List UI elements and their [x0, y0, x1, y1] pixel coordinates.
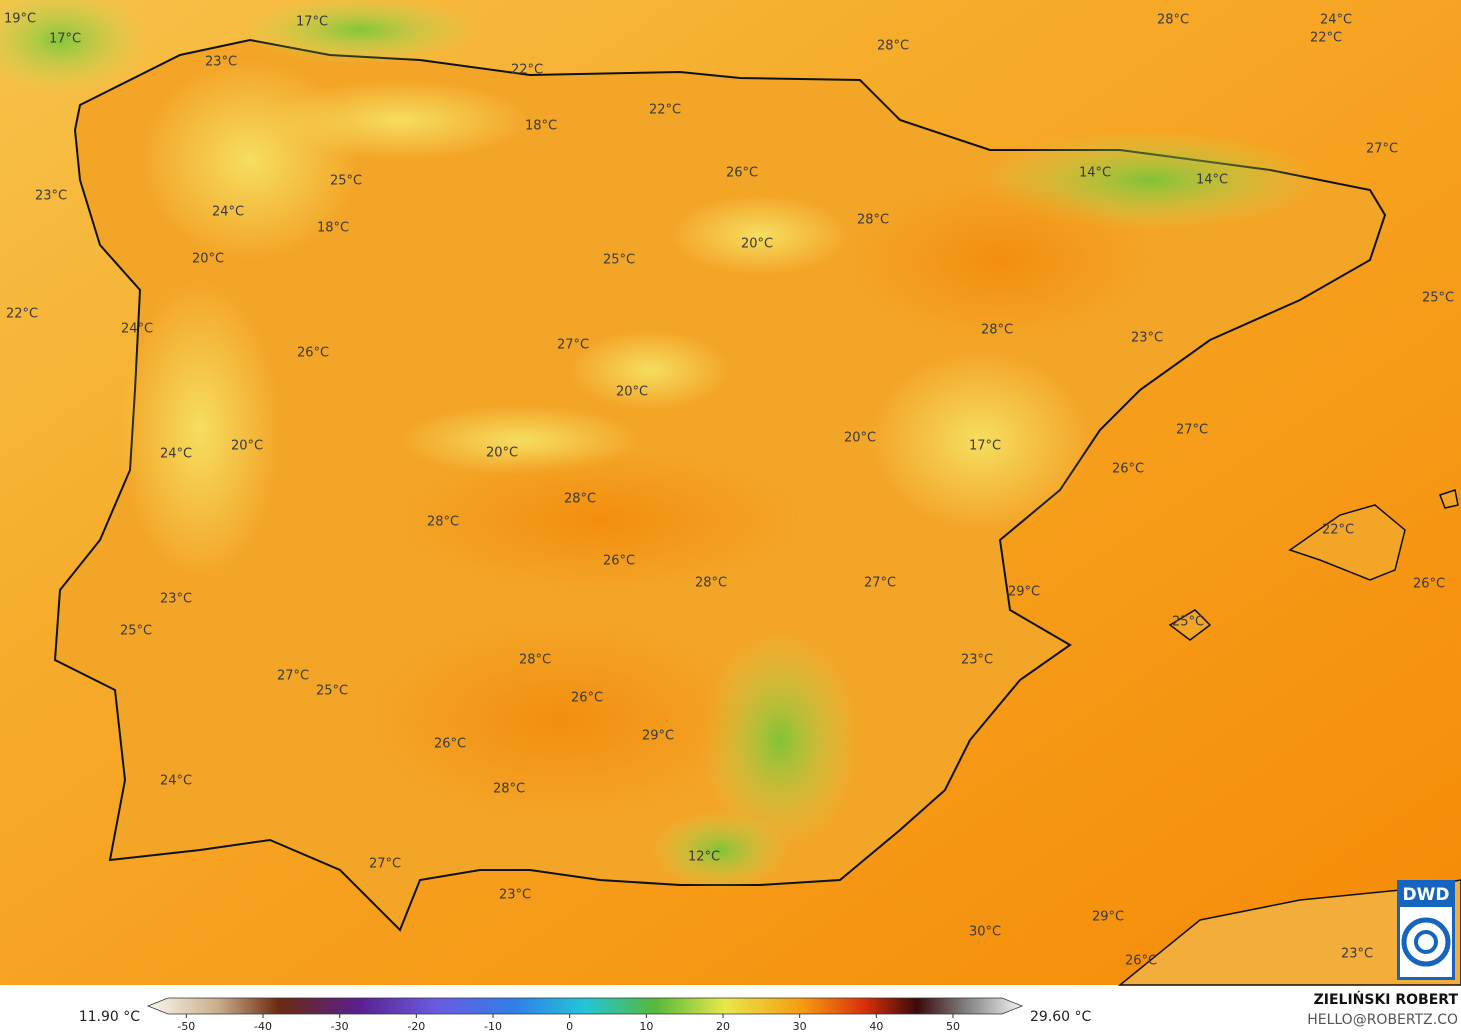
temperature-label: 20°C — [844, 431, 876, 446]
temperature-label: 27°C — [369, 857, 401, 872]
colorbar-tick-label: -10 — [484, 1020, 502, 1033]
temperature-label: 25°C — [1422, 291, 1454, 306]
temperature-label: 27°C — [277, 669, 309, 684]
temperature-label: 20°C — [486, 446, 518, 461]
colorbar-tick-label: -20 — [407, 1020, 425, 1033]
balearic-islands — [1168, 489, 1459, 641]
dwd-logo: DWD — [1397, 880, 1455, 980]
temperature-label: 20°C — [741, 237, 773, 252]
colorbar-tick-label: 20 — [716, 1020, 730, 1033]
colorbar-tick-label: -50 — [177, 1020, 195, 1033]
temperature-label: 24°C — [160, 447, 192, 462]
temperature-label: 22°C — [649, 103, 681, 118]
temperature-label: 18°C — [525, 119, 557, 134]
temperature-label: 27°C — [864, 576, 896, 591]
temperature-label: 22°C — [6, 307, 38, 322]
temperature-label: 25°C — [316, 684, 348, 699]
temperature-label: 17°C — [296, 15, 328, 30]
temperature-label: 29°C — [642, 729, 674, 744]
temperature-label: 19°C — [4, 12, 36, 27]
temperature-label: 26°C — [434, 737, 466, 752]
colorbar: 11.90 °C 29.60 °C -50 -40 -30 -20 -10 0 10 20 30… — [79, 990, 1459, 1033]
temperature-label: 28°C — [1157, 13, 1189, 28]
temperature-label: 23°C — [1131, 331, 1163, 346]
temperature-label: 27°C — [557, 338, 589, 353]
temperature-label: 17°C — [49, 32, 81, 47]
colorbar-tick-label: 0 — [566, 1020, 573, 1033]
temperature-label: 25°C — [1172, 615, 1204, 630]
temperature-label: 28°C — [564, 492, 596, 507]
temperature-label: 26°C — [603, 554, 635, 569]
temperature-label: 20°C — [231, 439, 263, 454]
temperature-label: 27°C — [1366, 142, 1398, 157]
temperature-label: 24°C — [121, 322, 153, 337]
temperature-label: 30°C — [969, 925, 1001, 940]
temperature-label: 18°C — [317, 221, 349, 236]
temperature-label: 28°C — [519, 653, 551, 668]
temperature-label: 24°C — [160, 774, 192, 789]
temperature-label: 23°C — [35, 189, 67, 204]
temperature-label: 25°C — [603, 253, 635, 268]
temperature-label: 26°C — [571, 691, 603, 706]
temperature-label: 26°C — [297, 346, 329, 361]
logo-text: DWD — [1403, 885, 1450, 905]
temperature-label: 23°C — [1341, 947, 1373, 962]
colorbar-tick-label: -30 — [331, 1020, 349, 1033]
colorbar-tick-label: 50 — [946, 1020, 960, 1033]
colorbar-tick-label: 30 — [793, 1020, 807, 1033]
temperature-label: 28°C — [981, 323, 1013, 338]
temperature-label: 22°C — [511, 63, 543, 78]
temperature-label: 28°C — [427, 515, 459, 530]
temperature-label: 14°C — [1196, 173, 1228, 188]
temperature-label: 26°C — [1112, 462, 1144, 477]
max-label: 29.60 °C — [1030, 1009, 1092, 1025]
temperature-label: 23°C — [205, 55, 237, 70]
temperature-label: 20°C — [616, 385, 648, 400]
credit-contact: HELLO@ROBERTZ.CO — [1307, 1012, 1458, 1028]
temperature-label: 24°C — [1320, 13, 1352, 28]
temperature-label: 29°C — [1092, 910, 1124, 925]
temperature-label: 14°C — [1079, 166, 1111, 181]
temperature-label: 29°C — [1008, 585, 1040, 600]
temperature-label: 23°C — [160, 592, 192, 607]
colorbar-ramp — [146, 997, 1024, 1015]
colorbar-tick-label: 10 — [639, 1020, 653, 1033]
temperature-label: 17°C — [969, 439, 1001, 454]
temperature-label: 27°C — [1176, 423, 1208, 438]
temperature-label: 12°C — [688, 850, 720, 865]
temperature-label: 28°C — [695, 576, 727, 591]
map: 19°C 17°C 17°C 28°C 24°C 22°C 23°C 22°C 28°C 22°C… — [0, 0, 1461, 986]
temperature-label: 28°C — [857, 213, 889, 228]
temperature-field — [0, 0, 1320, 890]
temperature-label: 20°C — [192, 252, 224, 267]
temperature-label: 26°C — [726, 166, 758, 181]
temperature-label: 28°C — [877, 39, 909, 54]
credit-author: ZIELIŃSKI ROBERT — [1314, 990, 1459, 1008]
colorbar-tick-label: 40 — [869, 1020, 883, 1033]
temperature-label: 26°C — [1125, 954, 1157, 969]
temperature-label: 25°C — [120, 624, 152, 639]
temperature-labels: 19°C 17°C 17°C 28°C 24°C 22°C 23°C 22°C 28°C 22°C… — [4, 12, 1454, 969]
temperature-label: 23°C — [499, 888, 531, 903]
temperature-label: 24°C — [212, 205, 244, 220]
temperature-label: 22°C — [1322, 523, 1354, 538]
temperature-label: 23°C — [961, 653, 993, 668]
temperature-label: 26°C — [1413, 577, 1445, 592]
temperature-label: 22°C — [1310, 31, 1342, 46]
min-label: 11.90 °C — [79, 1009, 141, 1025]
temperature-label: 28°C — [493, 782, 525, 797]
temperature-label: 25°C — [330, 174, 362, 189]
colorbar-tick-label: -40 — [254, 1020, 272, 1033]
